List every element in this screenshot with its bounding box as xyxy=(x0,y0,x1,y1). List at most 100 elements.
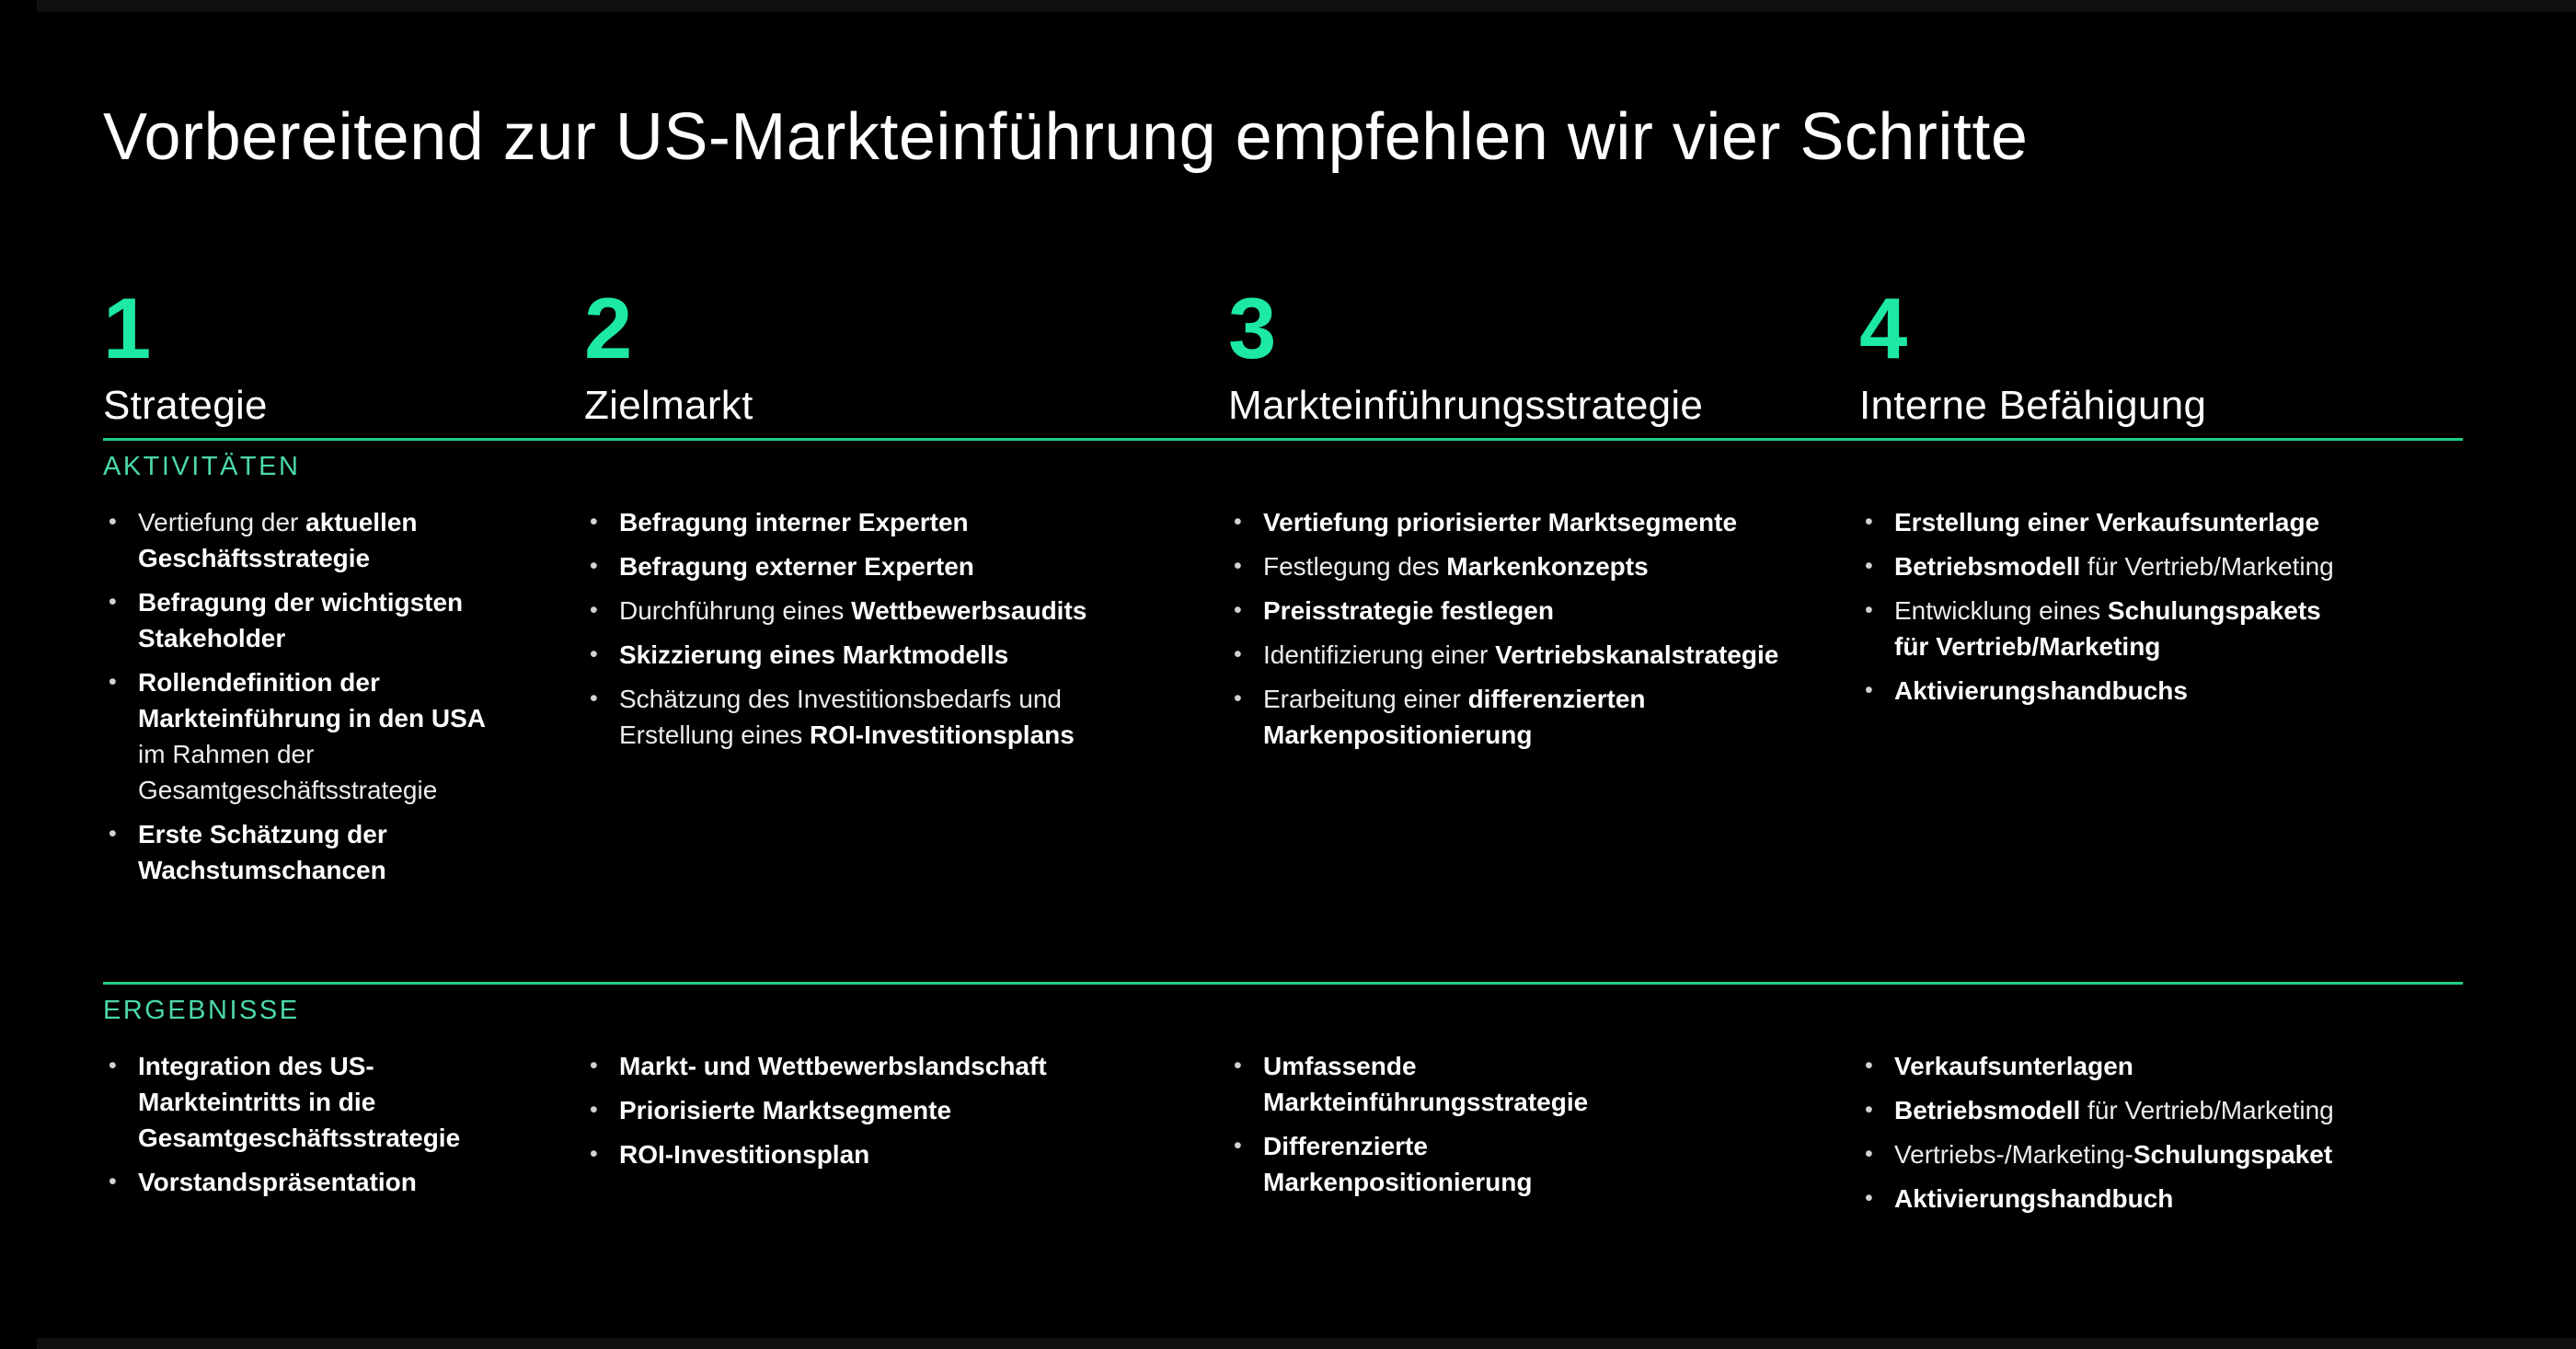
list-item: • Verkaufsunterlagen xyxy=(1865,1048,2426,1084)
list-item: • Rollendefinition der Markteinführung in… xyxy=(109,664,511,808)
list-item: • Betriebsmodell für Vertrieb/Marketing xyxy=(1865,548,2426,584)
bullet-icon: • xyxy=(1865,553,1873,580)
list-item-text: Skizzierung eines Marktmodells xyxy=(619,640,1009,670)
bullet-icon: • xyxy=(590,1053,598,1079)
results-section-header: ERGEBNISSE xyxy=(103,982,2463,1026)
list-item-text: Vertriebs-/Marketing-Schulungspaket xyxy=(1894,1140,2333,1170)
step-number: 2 xyxy=(584,280,633,377)
list-item: • Erstellung einer Verkaufsunterlage xyxy=(1865,504,2426,540)
list-item-text: Aktivierungshandbuchs xyxy=(1894,676,2188,706)
list-item: • Vertiefung der aktuellen Geschäftsstrat… xyxy=(109,504,511,576)
activities-list: • Befragung interner Experten • Befragung e… xyxy=(584,482,1228,982)
bullet-icon: • xyxy=(590,553,598,580)
window-edge-bottom xyxy=(37,1338,2576,1349)
step-header-3: 3 Markteinführungsstrategie xyxy=(1228,285,1859,438)
bullet-icon: • xyxy=(590,641,598,668)
step-title: Zielmarkt xyxy=(584,383,753,429)
steps-grid: 1 Strategie 2 Zielmarkt 3 Markteinführun… xyxy=(103,285,2463,1225)
list-item: • Umfassende Markteinführungsstrategie xyxy=(1234,1048,1809,1120)
results-list: • Markt- und Wettbewerbslandschaft • Priori… xyxy=(584,1026,1228,1225)
list-item-text: Verkaufsunterlagen xyxy=(1894,1052,2133,1081)
bullet-icon: • xyxy=(109,509,117,536)
bullet-icon: • xyxy=(1865,1141,1873,1168)
bullet-icon: • xyxy=(1234,597,1242,624)
bullet-icon: • xyxy=(1865,509,1873,536)
list-item: • Preisstrategie festlegen xyxy=(1234,593,1809,628)
list-item-text: ROI-Investitionsplan xyxy=(619,1140,870,1170)
list-item: • Vorstandspräsentation xyxy=(109,1164,511,1200)
bullet-icon: • xyxy=(590,1097,598,1124)
bullet-icon: • xyxy=(1865,1053,1873,1079)
list-item-text: Betriebsmodell für Vertrieb/Marketing xyxy=(1894,1096,2334,1125)
step-title: Interne Befähigung xyxy=(1859,383,2207,429)
step-title: Markteinführungsstrategie xyxy=(1228,383,1704,429)
list-item-text: Befragung der wichtigsten Stakeholder xyxy=(138,588,464,653)
list-item-text: Entwicklung eines Schulungspakets für Ve… xyxy=(1894,596,2321,662)
activities-label: AKTIVITÄTEN xyxy=(103,452,301,482)
results-label: ERGEBNISSE xyxy=(103,996,300,1026)
activities-section-header: AKTIVITÄTEN xyxy=(103,438,2463,482)
bullet-icon: • xyxy=(109,1053,117,1079)
list-item-text: Aktivierungshandbuch xyxy=(1894,1184,2174,1214)
bullet-icon: • xyxy=(1234,553,1242,580)
list-item: • Befragung interner Experten xyxy=(590,504,1164,540)
list-item: • Erste Schätzung der Wachstumschancen xyxy=(109,816,511,888)
bullet-icon: • xyxy=(1234,641,1242,668)
list-item: • Vertiefung priorisierter Marktsegmente xyxy=(1234,504,1809,540)
bullet-icon: • xyxy=(590,1141,598,1168)
bullet-icon: • xyxy=(590,597,598,624)
bullet-icon: • xyxy=(590,509,598,536)
bullet-icon: • xyxy=(1234,509,1242,536)
results-list: • Umfassende Markteinführungsstrategie • Di… xyxy=(1228,1026,1859,1225)
list-item-text: Durchführung eines Wettbewerbsaudits xyxy=(619,596,1087,626)
list-item: • Befragung der wichtigsten Stakeholder xyxy=(109,584,511,656)
activities-list: • Vertiefung der aktuellen Geschäftsstrat… xyxy=(103,482,584,982)
list-item: • Entwicklung eines Schulungspakets für V… xyxy=(1865,593,2426,664)
list-item-text: Festlegung des Markenkonzepts xyxy=(1263,552,1649,582)
list-item-text: Umfassende Markteinführungsstrategie xyxy=(1263,1052,1589,1117)
results-list: • Verkaufsunterlagen • Betriebsmodell für V… xyxy=(1859,1026,2463,1225)
list-item-text: Betriebsmodell für Vertrieb/Marketing xyxy=(1894,552,2334,582)
list-item: • Differenzierte Markenpositionierung xyxy=(1234,1128,1809,1200)
step-header-1: 1 Strategie xyxy=(103,285,584,438)
list-item-text: Priorisierte Marktsegmente xyxy=(619,1096,952,1125)
list-item: • Identifizierung einer Vertriebskanalstr… xyxy=(1234,637,1809,673)
bullet-icon: • xyxy=(109,821,117,847)
list-item: • Skizzierung eines Marktmodells xyxy=(590,637,1164,673)
list-item-text: Identifizierung einer Vertriebskanalstra… xyxy=(1263,640,1779,670)
list-item-text: Befragung interner Experten xyxy=(619,508,969,537)
list-item: • Befragung externer Experten xyxy=(590,548,1164,584)
list-item: • Erarbeitung einer differenzierten Marke… xyxy=(1234,681,1809,753)
bullet-icon: • xyxy=(1234,1133,1242,1159)
page-title: Vorbereitend zur US-Markteinführung empf… xyxy=(103,100,2029,174)
list-item: • Markt- und Wettbewerbslandschaft xyxy=(590,1048,1164,1084)
list-item: • Integration des US-Markteintritts in di… xyxy=(109,1048,511,1156)
list-item: • Schätzung des Investitionsbedarfs und E… xyxy=(590,681,1164,753)
bullet-icon: • xyxy=(109,1169,117,1195)
bullet-icon: • xyxy=(1865,1185,1873,1212)
bullet-icon: • xyxy=(1865,1097,1873,1124)
bullet-icon: • xyxy=(109,669,117,696)
step-header-2: 2 Zielmarkt xyxy=(584,285,1228,438)
bullet-icon: • xyxy=(1234,1053,1242,1079)
window-edge-top xyxy=(37,0,2576,12)
bullet-icon: • xyxy=(1865,597,1873,624)
list-item-text: Rollendefinition der Markteinführung in … xyxy=(138,668,486,805)
list-item-text: Vertiefung der aktuellen Geschäftsstrate… xyxy=(138,508,418,573)
list-item: • Priorisierte Marktsegmente xyxy=(590,1092,1164,1128)
results-list: • Integration des US-Markteintritts in di… xyxy=(103,1026,584,1225)
list-item-text: Erstellung einer Verkaufsunterlage xyxy=(1894,508,2320,537)
list-item-text: Schätzung des Investitionsbedarfs und Er… xyxy=(619,685,1075,750)
activities-list: • Vertiefung priorisierter Marktsegmente •… xyxy=(1228,482,1859,982)
list-item-text: Vertiefung priorisierter Marktsegmente xyxy=(1263,508,1738,537)
list-item: • Aktivierungshandbuchs xyxy=(1865,673,2426,709)
list-item-text: Erste Schätzung der Wachstumschancen xyxy=(138,820,387,885)
list-item-text: Markt- und Wettbewerbslandschaft xyxy=(619,1052,1047,1081)
list-item-text: Differenzierte Markenpositionierung xyxy=(1263,1132,1533,1197)
step-number: 4 xyxy=(1859,280,1908,377)
list-item-text: Befragung externer Experten xyxy=(619,552,974,582)
bullet-icon: • xyxy=(1234,686,1242,712)
step-number: 1 xyxy=(103,280,152,377)
list-item: • Betriebsmodell für Vertrieb/Marketing xyxy=(1865,1092,2426,1128)
